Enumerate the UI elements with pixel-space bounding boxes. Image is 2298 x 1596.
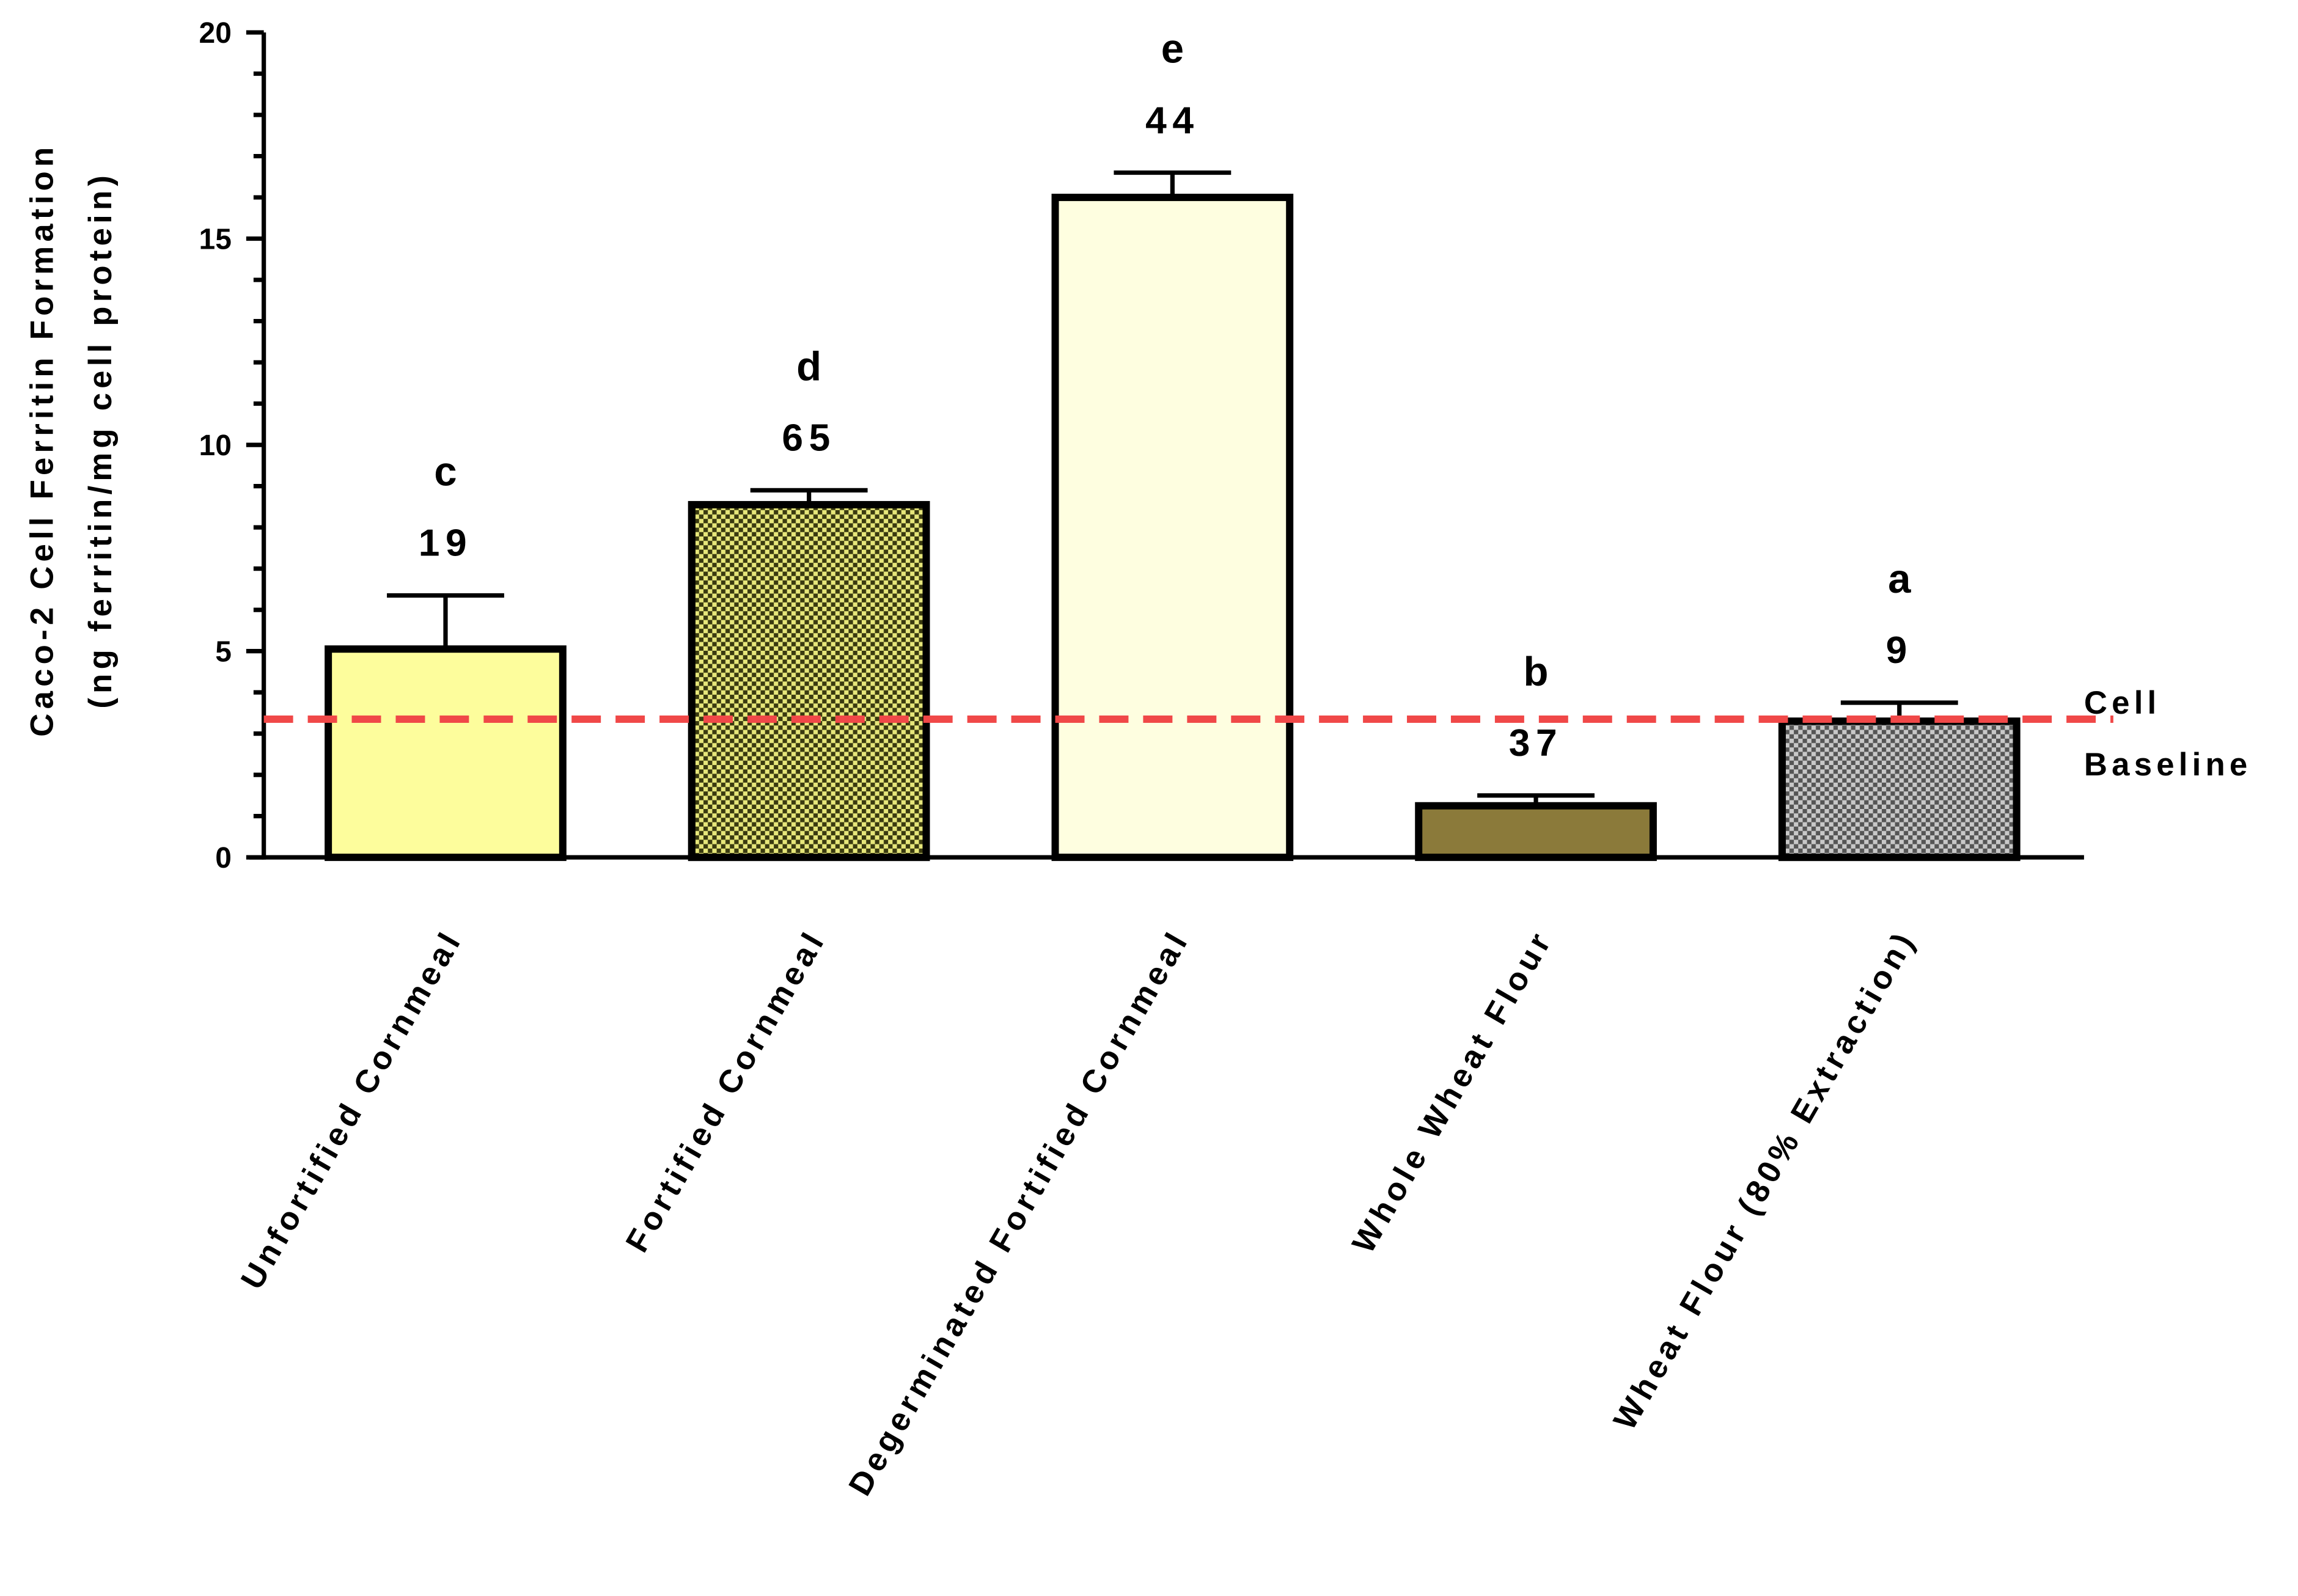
x-tick-label: Whole Wheat Flour (1345, 924, 1560, 1259)
x-tick-label: Fortified Cornmeal (619, 924, 833, 1259)
y-axis-label: Caco-2 Cell Ferritin Formation (24, 143, 60, 737)
group-letter: b (1524, 649, 1549, 695)
bar-hatch (1778, 717, 2021, 862)
bar (325, 645, 567, 862)
bar-number: 44 (1145, 100, 1200, 142)
y-tick-label: 20 (199, 17, 232, 49)
bar-number: 37 (1509, 722, 1563, 764)
group-letter: d (796, 343, 821, 389)
bar-number: 9 (1886, 629, 1913, 672)
y-tick-label: 10 (199, 430, 232, 462)
baseline-label: Baseline (2084, 747, 2252, 783)
baseline-label: Cell (2084, 685, 2161, 721)
bar-hatch (688, 500, 930, 862)
bar-number: 19 (419, 522, 473, 565)
y-tick-label: 5 (215, 635, 232, 668)
x-tick-label: Unfortified Cornmeal (234, 924, 469, 1295)
x-tick-label: Degerminated Fortified Cornmeal (842, 924, 1196, 1502)
group-letter: a (1888, 556, 1911, 602)
y-axis-label: (ng ferritin/mg cell protein) (83, 171, 119, 709)
bar (1415, 802, 1657, 862)
group-letter: e (1161, 26, 1184, 72)
group-letter: c (434, 449, 457, 495)
bar-number: 65 (782, 417, 836, 459)
bar (1051, 194, 1294, 862)
x-tick-label: Wheat Flour (80% Extraction) (1607, 924, 1923, 1437)
y-tick-label: 0 (215, 842, 232, 874)
y-tick-label: 15 (199, 223, 232, 255)
